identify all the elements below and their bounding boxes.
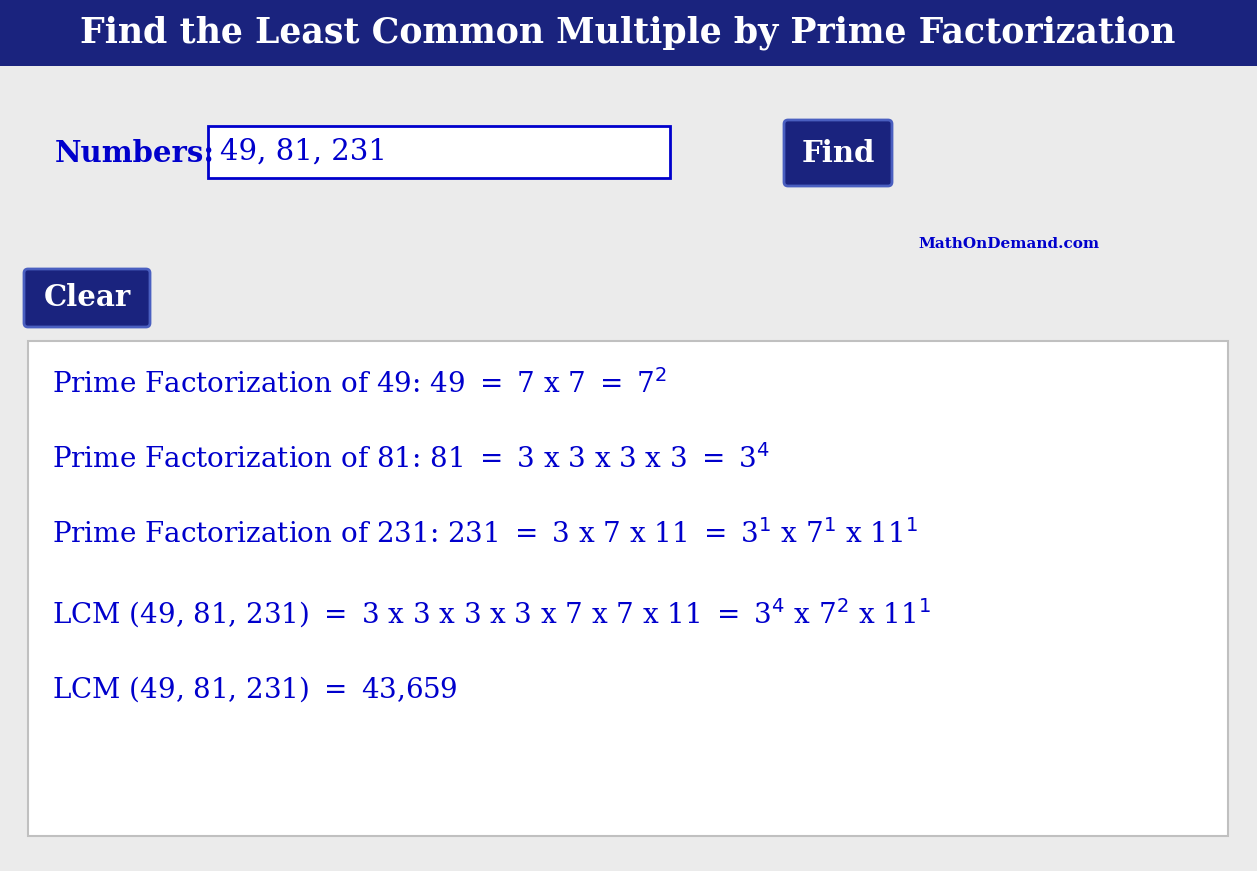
Text: MathOnDemand.com: MathOnDemand.com bbox=[919, 237, 1100, 251]
Text: Prime Factorization of 81: 81 $=$ 3 x 3 x 3 x 3 $=$ 3$^{4}$: Prime Factorization of 81: 81 $=$ 3 x 3 … bbox=[52, 444, 771, 474]
FancyBboxPatch shape bbox=[0, 66, 1257, 871]
Text: Prime Factorization of 49: 49 $=$ 7 x 7 $=$ 7$^{2}$: Prime Factorization of 49: 49 $=$ 7 x 7 … bbox=[52, 369, 667, 399]
Text: LCM (49, 81, 231) $=$ 43,659: LCM (49, 81, 231) $=$ 43,659 bbox=[52, 674, 458, 704]
Text: Find: Find bbox=[801, 138, 875, 167]
FancyBboxPatch shape bbox=[207, 126, 670, 178]
Text: 49, 81, 231: 49, 81, 231 bbox=[220, 138, 387, 166]
Text: Prime Factorization of 231: 231 $=$ 3 x 7 x 11 $=$ 3$^{1}$ x 7$^{1}$ x 11$^{1}$: Prime Factorization of 231: 231 $=$ 3 x … bbox=[52, 519, 918, 549]
FancyBboxPatch shape bbox=[0, 0, 1257, 66]
FancyBboxPatch shape bbox=[24, 269, 150, 327]
Text: Clear: Clear bbox=[44, 283, 131, 313]
FancyBboxPatch shape bbox=[28, 341, 1228, 836]
FancyBboxPatch shape bbox=[784, 120, 892, 186]
Text: Numbers:: Numbers: bbox=[55, 138, 215, 167]
Text: Find the Least Common Multiple by Prime Factorization: Find the Least Common Multiple by Prime … bbox=[80, 16, 1175, 51]
Text: LCM (49, 81, 231) $=$ 3 x 3 x 3 x 3 x 7 x 7 x 11 $=$ 3$^{4}$ x 7$^{2}$ x 11$^{1}: LCM (49, 81, 231) $=$ 3 x 3 x 3 x 3 x 7 … bbox=[52, 596, 931, 630]
